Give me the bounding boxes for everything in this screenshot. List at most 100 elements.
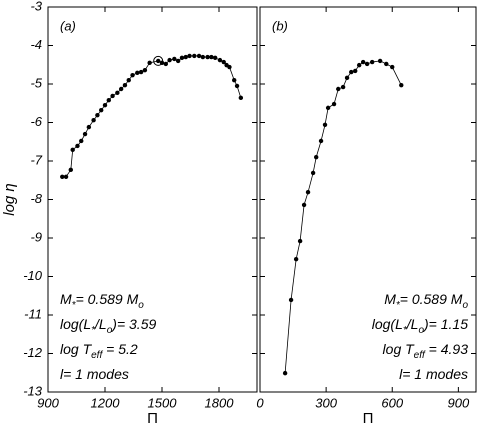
point bbox=[227, 64, 232, 70]
annotation-part: = 0.589 M bbox=[400, 291, 463, 307]
point bbox=[356, 62, 362, 68]
point bbox=[282, 370, 288, 376]
x-tick-label: 600 bbox=[381, 395, 403, 410]
x-tick-label: 1500 bbox=[148, 395, 178, 410]
point bbox=[221, 59, 226, 65]
point bbox=[135, 70, 140, 76]
annotation-part: * bbox=[72, 300, 77, 311]
y-tick-label: -13 bbox=[23, 383, 43, 398]
annotation-part: log(L bbox=[60, 316, 91, 332]
point bbox=[232, 77, 237, 83]
point bbox=[209, 54, 214, 60]
point bbox=[126, 77, 131, 83]
point bbox=[60, 174, 65, 179]
point bbox=[360, 59, 366, 65]
point bbox=[106, 97, 112, 103]
point bbox=[110, 93, 115, 99]
x-tick-label: 1200 bbox=[91, 395, 121, 410]
point bbox=[79, 138, 84, 144]
point bbox=[196, 53, 202, 59]
point bbox=[399, 82, 404, 88]
point bbox=[175, 58, 181, 64]
point bbox=[293, 256, 299, 262]
annotation: log Teff = 4.93 bbox=[383, 341, 469, 361]
point bbox=[172, 56, 177, 62]
y-tick-label: -9 bbox=[30, 229, 42, 244]
panel-label: (b) bbox=[272, 18, 288, 33]
y-tick-label: -7 bbox=[30, 152, 42, 167]
point bbox=[349, 69, 354, 75]
annotation: log(L*/Lo)= 1.15 bbox=[372, 316, 468, 336]
annotation-part: o bbox=[462, 300, 468, 311]
point bbox=[340, 84, 346, 90]
point bbox=[297, 238, 303, 244]
point bbox=[369, 59, 375, 65]
annotation-part: o bbox=[418, 325, 424, 336]
point bbox=[200, 54, 206, 60]
point bbox=[192, 53, 197, 59]
point bbox=[179, 55, 185, 61]
y-tick-label: -5 bbox=[30, 75, 42, 90]
point bbox=[82, 131, 88, 137]
annotation-part: l= 1 modes bbox=[399, 366, 468, 382]
point bbox=[331, 101, 337, 107]
point bbox=[238, 95, 244, 101]
point bbox=[130, 72, 135, 78]
point bbox=[353, 68, 358, 74]
point bbox=[213, 55, 218, 61]
annotation-part: = 0.589 M bbox=[76, 291, 139, 307]
annotation-part: log(L bbox=[372, 316, 403, 332]
point bbox=[205, 54, 210, 60]
point bbox=[122, 82, 128, 88]
point bbox=[288, 297, 294, 303]
point bbox=[138, 69, 144, 75]
y-tick-label: -10 bbox=[23, 268, 43, 283]
annotation-part: * bbox=[91, 325, 96, 336]
annotation: M*= 0.589 Mo bbox=[60, 291, 144, 311]
point bbox=[301, 202, 307, 208]
point bbox=[63, 174, 69, 179]
point bbox=[156, 58, 161, 64]
annotation-part: eff bbox=[91, 350, 103, 361]
point bbox=[68, 167, 74, 173]
point bbox=[99, 107, 104, 113]
y-tick-label: -11 bbox=[24, 306, 42, 321]
annotation-part: M bbox=[60, 291, 72, 307]
y-tick-label: -3 bbox=[30, 0, 42, 13]
annotation-part: eff bbox=[414, 350, 426, 361]
point bbox=[187, 53, 192, 59]
point bbox=[310, 170, 316, 176]
point bbox=[336, 86, 341, 92]
point bbox=[147, 60, 152, 66]
point bbox=[364, 61, 370, 67]
annotation-part: o bbox=[107, 325, 113, 336]
point bbox=[91, 117, 96, 123]
point bbox=[384, 61, 389, 67]
point bbox=[86, 124, 92, 130]
point bbox=[159, 60, 165, 66]
point bbox=[305, 189, 311, 195]
annotation-part: log T bbox=[383, 341, 416, 357]
point bbox=[325, 105, 331, 111]
x-tick-label: 300 bbox=[315, 395, 337, 410]
annotation-part: * bbox=[396, 300, 401, 311]
x-axis-label: Π bbox=[147, 410, 158, 427]
annotation-part: /L bbox=[94, 316, 107, 332]
point bbox=[142, 67, 148, 73]
y-tick-label: -4 bbox=[30, 37, 42, 52]
point bbox=[217, 57, 223, 63]
y-tick-label: -12 bbox=[23, 345, 43, 360]
point bbox=[75, 143, 80, 149]
annotation-part: = 5.2 bbox=[102, 341, 138, 357]
x-axis-label: Π bbox=[363, 410, 374, 427]
point bbox=[118, 86, 124, 92]
x-tick-label: 1800 bbox=[205, 395, 235, 410]
annotation: log Teff = 5.2 bbox=[60, 341, 138, 361]
annotation-part: /L bbox=[406, 316, 419, 332]
point bbox=[390, 64, 395, 70]
point bbox=[70, 147, 75, 153]
y-tick-label: -8 bbox=[30, 191, 42, 206]
annotation-part: log T bbox=[60, 341, 93, 357]
annotation-part: o bbox=[138, 300, 144, 311]
